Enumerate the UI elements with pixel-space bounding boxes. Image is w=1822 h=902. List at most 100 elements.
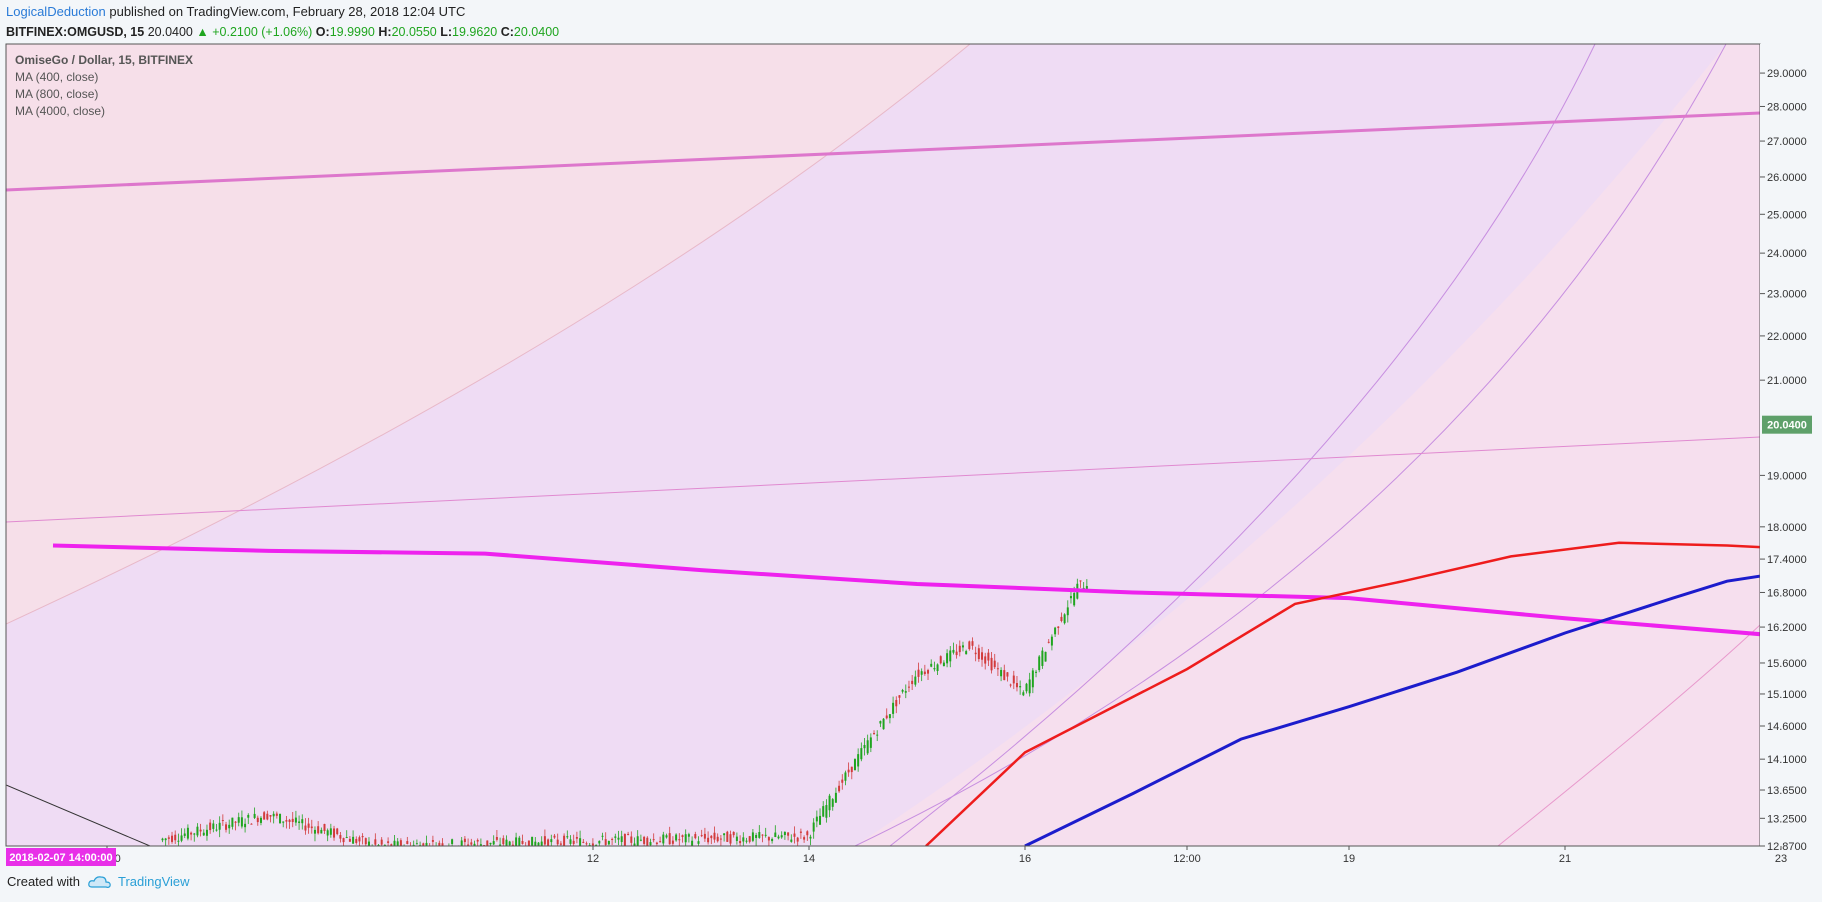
candle-body (431, 840, 434, 842)
candle-body (614, 836, 617, 838)
candle-body (250, 823, 253, 825)
candle-body (174, 834, 177, 841)
candle-body (668, 833, 671, 845)
candle-body (659, 841, 662, 843)
candle-body (863, 745, 866, 749)
y-tick-label: 16.8000 (1767, 587, 1807, 599)
candle-body (796, 837, 799, 842)
candle-body (1028, 679, 1031, 694)
author-link[interactable]: LogicalDeduction (6, 4, 106, 19)
y-tick-label: 15.6000 (1767, 658, 1807, 670)
candle-body (454, 848, 456, 850)
high-label: H: (378, 25, 392, 39)
close-value: 20.0400 (513, 25, 560, 39)
legend-title: OmiseGo / Dollar, 15, BITFINEX (15, 53, 193, 67)
candle-body (263, 812, 266, 820)
y-tick-label: 22.0000 (1767, 331, 1807, 343)
candle-body (489, 842, 492, 845)
candle-body (253, 813, 256, 818)
candle-body (1009, 684, 1012, 686)
trendline-upper (6, 111, 1760, 192)
y-tick-label: 26.0000 (1767, 172, 1807, 184)
candle-body (799, 831, 802, 833)
y-tick-label: 18.0000 (1767, 522, 1807, 534)
legend-ma400: MA (400, close) (15, 70, 98, 84)
candle-body (313, 829, 316, 834)
candle-body (307, 823, 310, 828)
candle-body (888, 714, 891, 719)
candle-body (1050, 636, 1053, 646)
arc-line-1 (6, 44, 971, 625)
arc-line-2 (889, 44, 1596, 846)
candle-body (326, 830, 329, 836)
candle-body (547, 839, 550, 846)
candle-body (971, 641, 974, 646)
candle-body (885, 715, 888, 719)
candle-body (646, 837, 649, 846)
candle-body (981, 652, 984, 660)
candle-body (857, 754, 860, 767)
candle-body (825, 805, 828, 818)
candle-body (566, 836, 569, 838)
candle-body (559, 843, 562, 845)
candle-body (755, 835, 758, 838)
price-axis[interactable]: 29.0000 28.0000 27.0000 26.0000 25.0000 24.00… (1760, 44, 1822, 853)
candle-body (508, 841, 511, 846)
candle-body (553, 835, 556, 838)
candle-body (212, 823, 215, 829)
y-tick-label: 19.0000 (1767, 470, 1807, 482)
candle-body (422, 843, 425, 846)
candle-body (636, 836, 639, 846)
candle-body (898, 695, 901, 698)
candle-body (585, 843, 588, 845)
x-tick-label: 19 (1343, 853, 1355, 865)
candle-body (895, 699, 898, 707)
candle-body (936, 664, 939, 672)
candle-body (467, 844, 470, 846)
y-tick-label: 17.4000 (1767, 554, 1807, 566)
candle-body (333, 828, 336, 838)
candle-body (572, 840, 575, 844)
x-tick-label: 23 (1775, 853, 1787, 865)
candle-body (167, 837, 170, 839)
candle-body (323, 823, 326, 831)
x-tick-label: 14 (803, 853, 815, 865)
candle-body (367, 841, 370, 846)
candle-body (438, 842, 441, 846)
candle-body (844, 772, 847, 781)
candle-body (822, 806, 825, 817)
candle-body (470, 842, 473, 845)
candle-body (352, 836, 355, 844)
candle-body (515, 837, 518, 846)
tradingview-cloud-icon (88, 875, 111, 888)
candle-body (492, 841, 495, 845)
candle-body (237, 817, 240, 823)
candle-body (1069, 596, 1072, 599)
candle-body (451, 839, 454, 844)
candle-body (460, 840, 463, 846)
candle-body (949, 650, 952, 662)
candle-body (920, 671, 923, 675)
y-tick-label: 15.1000 (1767, 689, 1807, 701)
candle-body (623, 833, 626, 846)
candle-body (869, 737, 872, 748)
candle-body (639, 839, 642, 841)
candle-body (225, 824, 228, 830)
candle-body (479, 844, 482, 846)
candle-body (288, 819, 291, 822)
candle-body (320, 829, 323, 834)
candle-body (329, 828, 332, 835)
candle-body (393, 840, 396, 846)
candle-body (719, 838, 722, 840)
candle-body (930, 663, 933, 667)
candle-body (1038, 656, 1041, 671)
candle-body (291, 818, 294, 823)
tradingview-link[interactable]: TradingView (88, 874, 190, 889)
candle-body (266, 813, 269, 820)
candle-body (495, 837, 498, 840)
candle-body (806, 831, 809, 836)
candle-body (866, 740, 869, 754)
ma-800-line (1024, 574, 1760, 846)
